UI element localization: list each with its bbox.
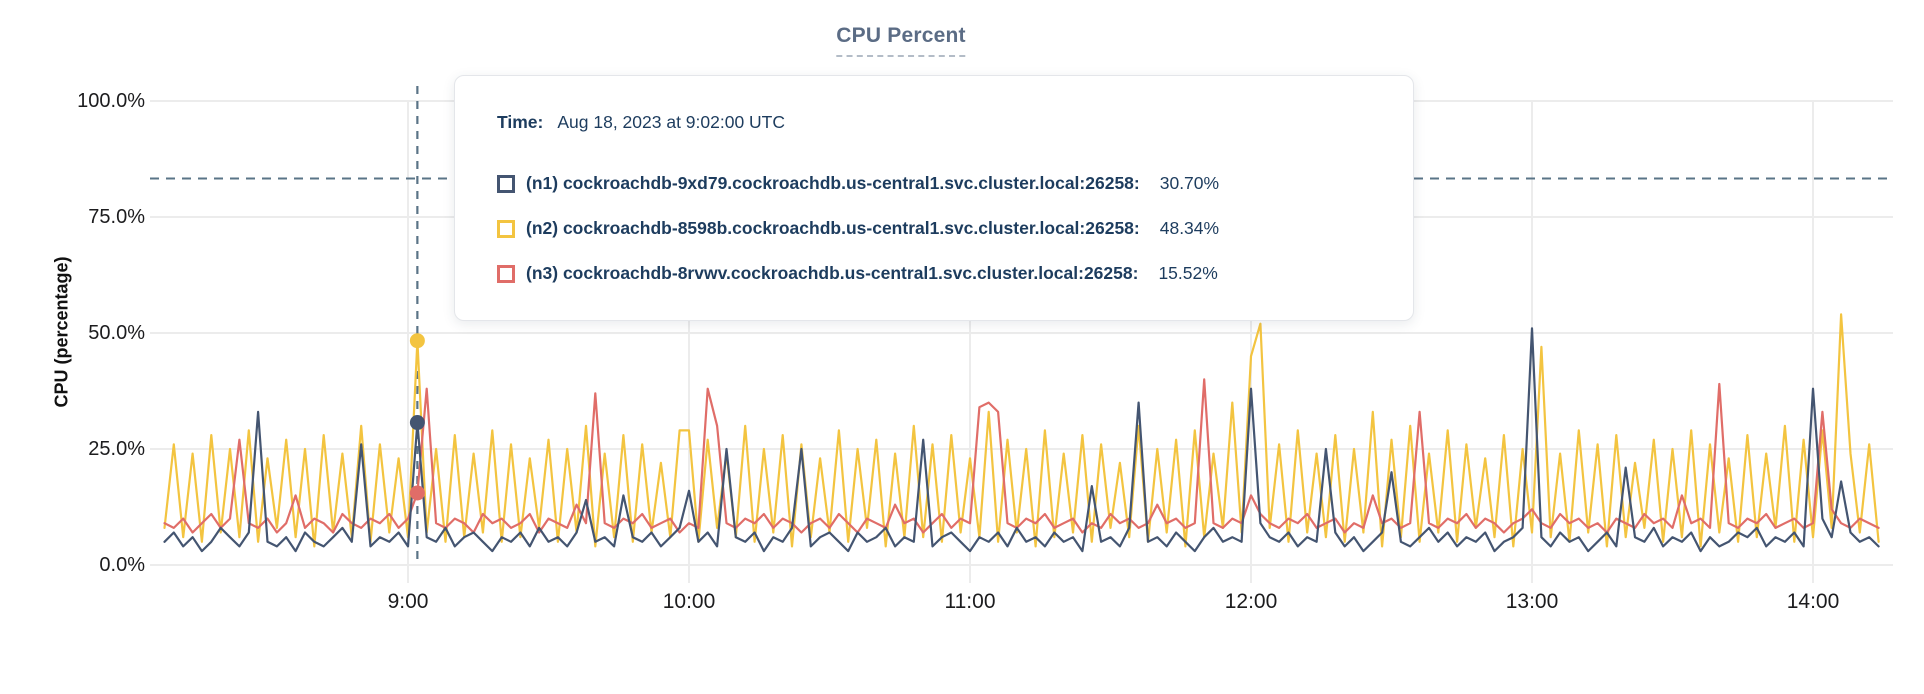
x-tick-label: 14:00 [1786, 590, 1840, 613]
tooltip-series-label: (n1) cockroachdb-9xd79.cockroachdb.us-ce… [526, 173, 1140, 193]
tooltip-time-label: Time: [497, 112, 544, 132]
tooltip-series-row: (n3) cockroachdb-8rvwv.cockroachdb.us-ce… [497, 263, 1383, 284]
series-line-n3 [163, 378, 1880, 534]
tooltip-series-row: (n1) cockroachdb-9xd79.cockroachdb.us-ce… [497, 173, 1383, 194]
tooltip-series-value: 30.70% [1159, 173, 1220, 193]
y-tick-label: 0.0% [99, 554, 145, 576]
y-tick-label: 50.0% [88, 322, 145, 344]
x-tick-label: 12:00 [1224, 590, 1278, 613]
x-tick-label: 10:00 [662, 590, 716, 613]
y-tick-label: 25.0% [88, 438, 145, 460]
x-tick-label: 13:00 [1505, 590, 1559, 613]
series-line-n1 [163, 327, 1880, 553]
x-tick-label: 9:00 [387, 590, 429, 613]
tooltip-series-label: (n3) cockroachdb-8rvwv.cockroachdb.us-ce… [526, 263, 1139, 283]
series-line-n2 [163, 313, 1880, 548]
chart-title: CPU Percent [836, 24, 966, 57]
hover-dot-n1 [409, 415, 425, 431]
y-tick-label: 100.0% [77, 90, 145, 112]
y-tick-label: 75.0% [88, 206, 145, 228]
tooltip-series-row: (n2) cockroachdb-8598b.cockroachdb.us-ce… [497, 218, 1383, 239]
x-tick-label: 11:00 [944, 590, 996, 613]
hover-dot-n3 [409, 485, 425, 501]
series-n3-swatch-icon [497, 264, 515, 283]
tooltip-time-value: Aug 18, 2023 at 9:02:00 UTC [557, 112, 786, 132]
tooltip-time-row: Time: Aug 18, 2023 at 9:02:00 UTC [497, 112, 1383, 133]
series-n2-swatch-icon [497, 219, 515, 238]
hover-dot-n2 [409, 333, 425, 349]
tooltip-series-label: (n2) cockroachdb-8598b.cockroachdb.us-ce… [526, 218, 1140, 238]
series-n1-swatch-icon [497, 174, 515, 193]
hover-tooltip: Time: Aug 18, 2023 at 9:02:00 UTC (n1) co… [454, 75, 1414, 321]
tooltip-series-value: 15.52% [1158, 263, 1218, 283]
tooltip-series-value: 48.34% [1159, 218, 1220, 238]
